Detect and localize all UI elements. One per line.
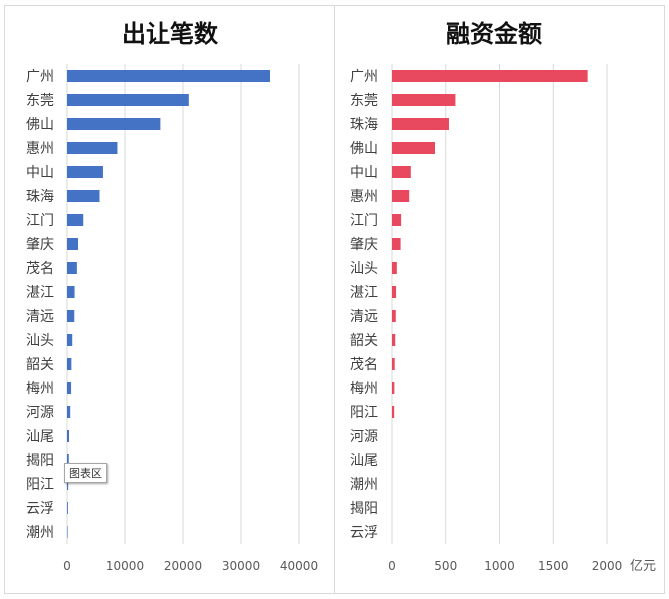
chart2-category-label: 茂名 xyxy=(350,356,378,373)
chart1-bar xyxy=(67,262,77,274)
chart1-category-label: 江门 xyxy=(26,213,54,229)
chart1-bar xyxy=(67,478,69,490)
chart2-x-tick-label: 500 xyxy=(434,559,457,573)
chart1-bar xyxy=(67,214,84,226)
chart1-category-label: 湛江 xyxy=(26,285,54,301)
chart1-category-label: 阳江 xyxy=(26,477,54,493)
chart2-x-tick-label: 1500 xyxy=(538,559,569,573)
chart1-category-label: 东莞 xyxy=(26,93,54,109)
chart2-bar xyxy=(392,310,396,322)
chart1-bar xyxy=(67,454,69,466)
chart1-bar xyxy=(67,526,68,538)
chart2-category-label: 广州 xyxy=(350,69,378,85)
chart1-category-label: 云浮 xyxy=(26,501,54,517)
chart1-category-label: 清远 xyxy=(26,309,54,325)
chart2-bar xyxy=(392,406,395,418)
chart1-bar xyxy=(67,166,103,178)
chart2-bar xyxy=(392,166,411,178)
chart1-category-label: 中山 xyxy=(26,165,54,181)
chart1-x-tick-label: 30000 xyxy=(222,559,260,573)
chart2-unit-label: 亿元 xyxy=(630,559,656,574)
chart2-category-label: 汕尾 xyxy=(350,453,378,469)
chart2-category-label: 珠海 xyxy=(350,117,378,133)
chart1-bar xyxy=(67,286,75,298)
chart2-category-label: 东莞 xyxy=(350,93,378,109)
chart1-x-tick-label: 40000 xyxy=(280,559,318,573)
chart1-bar xyxy=(67,118,161,130)
chart1-category-label: 广州 xyxy=(26,69,54,85)
chart1-category-label: 揭阳 xyxy=(26,453,54,469)
chart2-bar xyxy=(392,334,396,346)
chart-divider xyxy=(334,5,335,594)
chart1-bar xyxy=(67,358,72,370)
chart1-bar xyxy=(67,502,68,514)
chart2-bar xyxy=(392,190,410,202)
chart2-category-label: 韶关 xyxy=(350,333,378,349)
chart2-category-label: 阳江 xyxy=(350,405,378,421)
chart1-bar xyxy=(67,238,79,250)
chart2-x-tick-label: 0 xyxy=(388,559,396,573)
chart1-bar xyxy=(67,94,189,106)
chart1-bar xyxy=(67,310,75,322)
chart2-bar xyxy=(392,286,397,298)
chart1-category-label: 河源 xyxy=(26,405,54,421)
chart1-category-label: 潮州 xyxy=(26,525,54,541)
chart2-category-label: 江门 xyxy=(350,213,378,229)
chart1-category-label: 梅州 xyxy=(26,381,54,397)
chart1-bar xyxy=(67,334,73,346)
chart2-category-label: 肇庆 xyxy=(350,237,378,253)
chart2-title: 融资金额 xyxy=(446,19,542,48)
chart2-category-label: 潮州 xyxy=(350,477,378,493)
chart1-bar xyxy=(67,190,100,202)
chart2-category-label: 河源 xyxy=(350,429,378,445)
chart1-x-tick-label: 10000 xyxy=(106,559,144,573)
chart-area-tooltip: 图表区 xyxy=(64,463,107,483)
chart1-category-label: 韶关 xyxy=(26,357,54,373)
chart1-bar xyxy=(67,430,70,442)
chart1-category-label: 肇庆 xyxy=(26,237,54,253)
chart1-category-label: 汕头 xyxy=(26,333,54,349)
chart2-x-tick-label: 2000 xyxy=(592,559,623,573)
chart2-category-label: 清远 xyxy=(350,309,378,325)
chart1-bar xyxy=(67,142,118,154)
chart2-bar xyxy=(392,142,435,154)
chart2-bar xyxy=(392,214,402,226)
chart2-category-label: 佛山 xyxy=(350,141,378,157)
chart2-category-label: 汕头 xyxy=(350,261,378,277)
chart1-title: 出让笔数 xyxy=(122,19,219,48)
chart2-bar xyxy=(392,118,449,130)
chart1-bar xyxy=(67,406,71,418)
chart2-bar xyxy=(392,94,456,106)
chart1-x-tick-label: 20000 xyxy=(164,559,202,573)
chart2-bar xyxy=(392,238,401,250)
chart1-category-label: 珠海 xyxy=(26,189,54,205)
chart1-bar xyxy=(67,70,270,82)
chart1-category-label: 汕尾 xyxy=(26,429,54,445)
chart1-category-label: 佛山 xyxy=(26,117,54,133)
chart1-x-tick-label: 0 xyxy=(63,559,71,573)
chart2-category-label: 揭阳 xyxy=(350,501,378,517)
chart2-bar xyxy=(392,70,588,82)
chart1-category-label: 惠州 xyxy=(26,141,54,157)
chart1-category-label: 茂名 xyxy=(26,260,54,277)
chart2-category-label: 中山 xyxy=(350,165,378,181)
chart2-category-label: 惠州 xyxy=(350,189,378,205)
chart2-bar xyxy=(392,382,395,394)
chart1-bar xyxy=(67,382,72,394)
chart2-bar xyxy=(392,262,397,274)
chart2-category-label: 梅州 xyxy=(350,381,378,397)
chart2-bar xyxy=(392,358,395,370)
chart2-x-tick-label: 1000 xyxy=(484,559,515,573)
chart2-category-label: 云浮 xyxy=(350,525,378,541)
chart2-category-label: 湛江 xyxy=(350,285,378,301)
